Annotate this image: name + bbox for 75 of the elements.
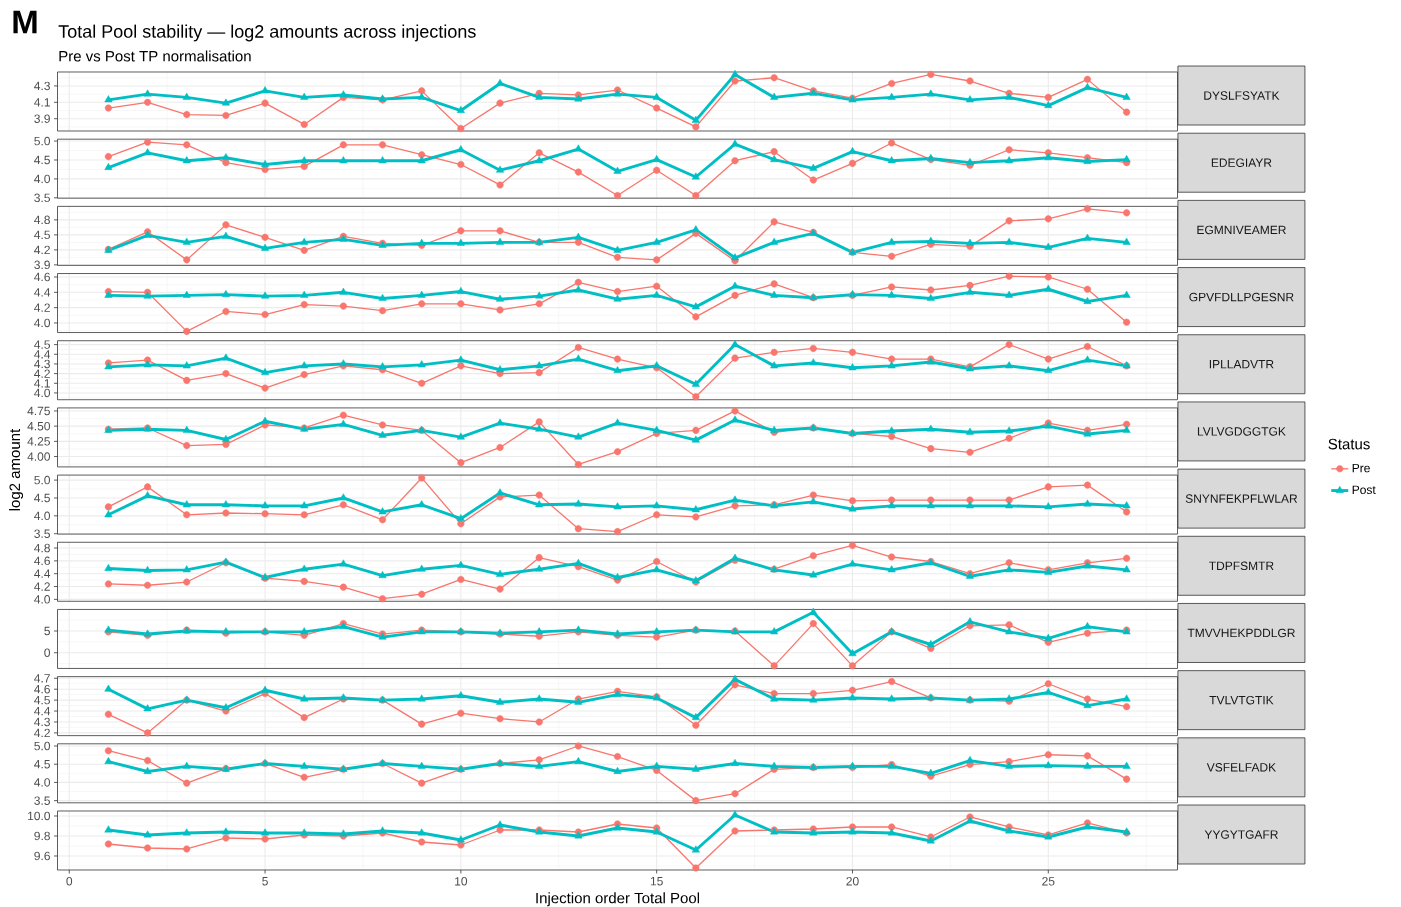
y2-axis-title: TMVVHEKPDDLGR	[1187, 628, 1295, 638]
y-tick-label: 4.2	[34, 303, 50, 312]
y-tick-label: 4.5	[34, 340, 50, 349]
y-tick-label: 4.4	[34, 288, 51, 297]
y2-axis-title: TDPFSMTR	[1209, 561, 1274, 571]
y-tick-label: 4.7	[34, 674, 50, 683]
y-tick-label: 5.0	[34, 475, 51, 485]
y-tick-label: 9.8	[34, 831, 50, 841]
y-tick-label: 4.1	[34, 379, 50, 388]
y-tick-label: 4.1	[34, 98, 50, 107]
y-tick-label: 4.2	[34, 245, 50, 255]
y-tick-label: 4.4	[34, 350, 51, 359]
y-tick-label: 4.50	[27, 421, 51, 431]
y-tick-label: 3.5	[34, 796, 50, 805]
y-tick-label: 4.0	[34, 174, 51, 184]
y2-axis-title: TVLVTGTIK	[1209, 695, 1274, 705]
y-tick-label: 5.0	[34, 136, 51, 146]
y-tick-label: 4.2	[34, 728, 50, 738]
text: Total Pool stability — log2 amounts across injections	[58, 24, 476, 42]
y-tick-label: 4.00	[27, 452, 51, 461]
y-tick-label: 4.4	[34, 706, 51, 716]
y2-axis-title: EGMNIVEAMER	[1197, 225, 1286, 235]
y-tick-label: 3.5	[34, 193, 50, 203]
legend-label: Pre	[1352, 463, 1370, 473]
y-tick-label: 5.0	[34, 741, 51, 751]
y2-axis-title: VSFELFADK	[1206, 763, 1276, 772]
y-tick-label: 4.8	[34, 543, 50, 553]
y-tick-label: 3.9	[34, 260, 50, 270]
y-tick-label: 4.6	[34, 556, 50, 566]
y-tick-label: 4.6	[34, 272, 50, 282]
x-axis-title: Injection order Total Pool	[536, 892, 700, 907]
y2-axis-title: IPLLADVTR	[1209, 360, 1274, 369]
x-tick-label: 5	[262, 877, 268, 886]
y-tick-label: 4.0	[34, 778, 51, 787]
y-tick-label: 0	[44, 648, 51, 658]
y-tick-label: 4.8	[34, 215, 50, 225]
legend-title: Status	[1328, 438, 1370, 450]
y-tick-label: 4.75	[27, 406, 50, 416]
y2-axis-title: SNYNFEKPFLWLAR	[1185, 494, 1298, 503]
legend-label: Post	[1352, 485, 1376, 495]
y-tick-label: 4.3	[34, 359, 50, 369]
y-tick-label: 5	[44, 626, 50, 636]
y-tick-label: 10.0	[28, 811, 51, 821]
y-tick-label: 4.2	[34, 369, 50, 378]
y2-axis-title: DYSLFSYATK	[1204, 91, 1280, 100]
y-tick-label: 4.0	[34, 595, 51, 604]
x-tick-label: 10	[455, 877, 468, 886]
x-tick-label: 15	[650, 877, 663, 886]
y-tick-label: 4.3	[34, 717, 50, 727]
y-tick-label: 4.6	[34, 684, 50, 694]
y2-axis-title: YYGYTGAFR	[1204, 830, 1278, 839]
x-tick-label: 0	[66, 877, 73, 886]
y-tick-label: 4.25	[27, 437, 50, 446]
y-tick-label: 4.4	[34, 569, 51, 578]
y-tick-label: 4.0	[34, 388, 51, 398]
text: M	[13, 10, 37, 34]
text: Pre vs Post TP normalisation	[59, 50, 251, 62]
y-tick-label: 3.9	[34, 114, 50, 123]
y-axis-title: log2 amount	[9, 428, 24, 511]
y-tick-label: 3.5	[34, 529, 50, 538]
y-tick-label: 4.5	[34, 760, 50, 769]
y-tick-label: 4.5	[34, 695, 50, 705]
y-tick-label: 4.0	[34, 511, 51, 521]
x-tick-label: 20	[846, 877, 859, 886]
y-tick-label: 4.5	[34, 493, 50, 503]
y2-axis-title: LVLVGDGGTGK	[1197, 427, 1286, 436]
y2-axis-title: GPVFDLLPGESNR	[1189, 292, 1294, 302]
y-tick-label: 9.6	[34, 851, 50, 861]
y-tick-label: 4.5	[34, 155, 50, 165]
y-tick-label: 4.0	[34, 318, 51, 328]
y-tick-label: 4.5	[34, 230, 50, 240]
y-tick-label: 4.2	[34, 582, 50, 591]
x-tick-label: 25	[1042, 877, 1055, 886]
y-tick-label: 4.3	[34, 81, 50, 91]
y2-axis-title: EDEGIAYR	[1211, 158, 1272, 167]
